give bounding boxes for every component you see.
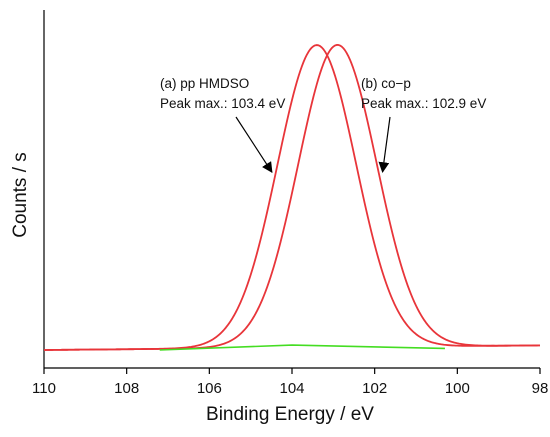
annotation-1-label: (b) co−p	[361, 76, 411, 91]
x-tick-label-5: 100	[445, 380, 470, 397]
plot-area: 110 108 106 104 102 100 98 (a) pp HMDSO Peak ma…	[32, 10, 548, 397]
series-layer	[43, 44, 541, 351]
series-line-2	[159, 344, 445, 351]
x-tick-label-4: 102	[362, 380, 387, 397]
x-tick-label-6: 98	[532, 380, 549, 397]
x-tick-label-2: 106	[197, 380, 222, 397]
x-axis-title: Binding Energy / eV	[206, 404, 374, 425]
annotation-1-arrow	[378, 116, 391, 174]
x-ticks: 110 108 106 104 102 100 98	[32, 368, 548, 397]
y-axis-title: Counts / s	[10, 152, 31, 238]
annotation-0-peak: Peak max.: 103.4 eV	[160, 96, 285, 111]
annotation-1-peak: Peak max.: 102.9 eV	[361, 96, 486, 111]
annotation-layer: (a) pp HMDSO Peak max.: 103.4 eV (b) co−p P…	[160, 76, 486, 174]
series-line-1	[43, 44, 541, 351]
x-tick-label-3: 104	[279, 380, 304, 397]
x-tick-label-0: 110	[32, 380, 56, 397]
x-tick-label-1: 108	[114, 380, 139, 397]
series-line-0	[43, 44, 541, 351]
annotation-0-arrow	[235, 116, 273, 174]
annotation-0-label: (a) pp HMDSO	[160, 76, 249, 91]
